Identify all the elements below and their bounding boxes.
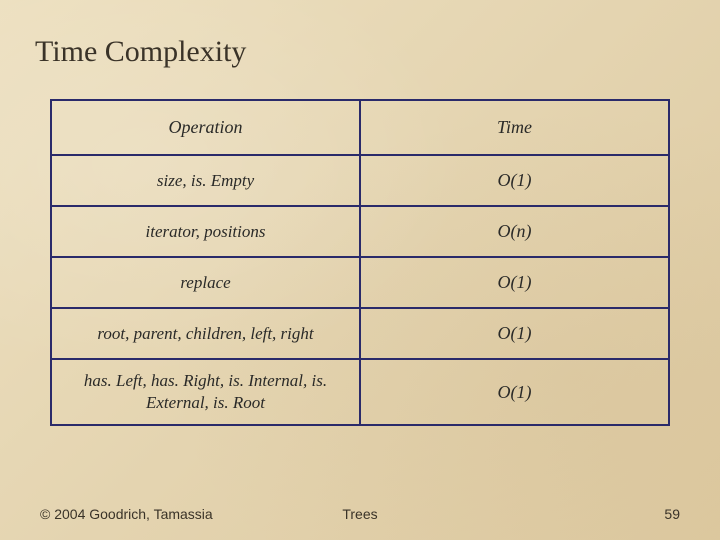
cell-time: O(1)	[360, 359, 669, 425]
footer-copyright: © 2004 Goodrich, Tamassia	[40, 506, 213, 522]
table-row: replace O(1)	[51, 257, 669, 308]
cell-time: O(1)	[360, 257, 669, 308]
complexity-table-wrap: Operation Time size, is. Empty O(1) iter…	[50, 99, 670, 426]
cell-time: O(1)	[360, 155, 669, 206]
cell-operation: iterator, positions	[51, 206, 360, 257]
footer-page-number: 59	[664, 506, 680, 522]
complexity-table: Operation Time size, is. Empty O(1) iter…	[50, 99, 670, 426]
table-row: size, is. Empty O(1)	[51, 155, 669, 206]
cell-operation: root, parent, children, left, right	[51, 308, 360, 359]
cell-operation: replace	[51, 257, 360, 308]
footer: © 2004 Goodrich, Tamassia Trees 59	[40, 506, 680, 522]
header-operation: Operation	[51, 100, 360, 155]
header-time: Time	[360, 100, 669, 155]
cell-time: O(n)	[360, 206, 669, 257]
page-title: Time Complexity	[35, 35, 680, 69]
cell-operation: has. Left, has. Right, is. Internal, is.…	[51, 359, 360, 425]
table-header-row: Operation Time	[51, 100, 669, 155]
table-row: root, parent, children, left, right O(1)	[51, 308, 669, 359]
table-row: iterator, positions O(n)	[51, 206, 669, 257]
cell-operation: size, is. Empty	[51, 155, 360, 206]
table-row: has. Left, has. Right, is. Internal, is.…	[51, 359, 669, 425]
cell-time: O(1)	[360, 308, 669, 359]
slide: Time Complexity Operation Time size, is.…	[0, 0, 720, 540]
